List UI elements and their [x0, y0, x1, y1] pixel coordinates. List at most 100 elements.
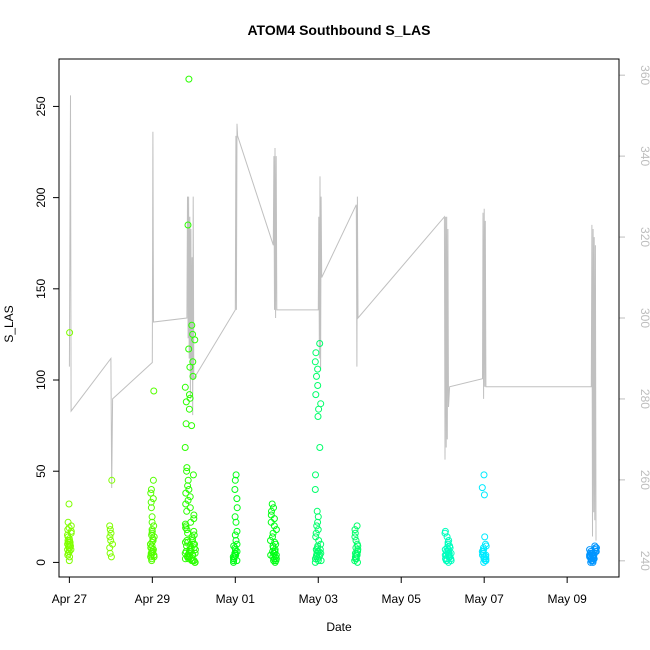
- data-point: [311, 486, 319, 493]
- data-point: [147, 486, 155, 493]
- y2-tick-label: 320: [638, 227, 650, 247]
- series-points-layer: [64, 75, 600, 566]
- data-point: [352, 537, 360, 544]
- data-point: [316, 444, 324, 451]
- data-point: [66, 553, 74, 561]
- data-point: [184, 221, 192, 229]
- data-point: [147, 489, 155, 497]
- data-point: [186, 493, 194, 501]
- data-point: [150, 387, 158, 395]
- y-axis-title: S_LAS: [2, 305, 16, 342]
- data-point: [106, 533, 114, 541]
- data-point: [311, 358, 319, 366]
- data-point: [147, 498, 155, 506]
- data-point: [268, 507, 275, 515]
- y-tick-label: 250: [34, 96, 48, 116]
- y-tick-label: 50: [34, 464, 48, 478]
- data-point: [106, 526, 114, 534]
- data-point: [353, 540, 361, 548]
- data-point: [149, 495, 157, 503]
- data-point: [312, 349, 320, 357]
- data-point: [312, 471, 319, 479]
- data-point: [188, 321, 196, 329]
- data-point: [109, 540, 116, 548]
- data-point: [184, 538, 192, 546]
- x-axis-title: Date: [326, 620, 352, 634]
- data-point: [481, 533, 489, 541]
- data-point: [312, 533, 320, 541]
- data-point: [186, 542, 194, 550]
- data-point: [185, 486, 193, 493]
- data-point: [183, 464, 191, 472]
- data-point: [441, 546, 449, 554]
- x-tick-label: May 09: [547, 592, 587, 606]
- data-point: [352, 544, 360, 552]
- data-point: [186, 363, 194, 371]
- data-point: [182, 398, 190, 406]
- data-point: [267, 537, 274, 544]
- plot-frame: [58, 58, 620, 578]
- data-point: [313, 522, 321, 530]
- y2-tick-label: 260: [638, 470, 650, 490]
- data-point: [445, 537, 453, 544]
- data-point: [64, 518, 72, 526]
- data-point: [190, 531, 198, 539]
- x-tick-label: May 03: [299, 592, 339, 606]
- data-point: [190, 515, 198, 523]
- y-tick-label: 0: [34, 559, 48, 566]
- data-point: [184, 496, 192, 504]
- data-point: [591, 542, 599, 550]
- y-tick-label: 200: [34, 187, 48, 207]
- data-point: [351, 533, 359, 541]
- data-point: [317, 400, 325, 408]
- data-point: [314, 413, 322, 420]
- data-point: [184, 476, 192, 484]
- data-point: [190, 544, 198, 552]
- data-point: [186, 391, 193, 399]
- y2-tick-label: 280: [638, 389, 650, 409]
- secondary-series-line: [68, 95, 597, 541]
- x-tick-label: May 01: [216, 592, 256, 606]
- data-point: [186, 394, 194, 402]
- data-point: [182, 500, 190, 508]
- data-point: [233, 495, 241, 503]
- data-point: [351, 526, 359, 534]
- data-point: [351, 529, 359, 537]
- data-point: [233, 548, 241, 555]
- data-point: [312, 529, 320, 537]
- data-point: [353, 522, 361, 530]
- data-point: [267, 511, 275, 519]
- data-point: [231, 531, 239, 539]
- x-tick-label: Apr 27: [52, 592, 88, 606]
- data-point: [482, 540, 489, 548]
- data-point: [148, 526, 156, 534]
- x-tick-label: May 05: [382, 592, 422, 606]
- data-point: [181, 538, 189, 546]
- data-point: [181, 383, 189, 391]
- data-point: [272, 526, 280, 534]
- data-point: [190, 511, 198, 519]
- data-point: [231, 544, 239, 552]
- data-point: [107, 529, 115, 537]
- data-point: [107, 553, 115, 561]
- data-point: [587, 548, 595, 555]
- data-point: [183, 507, 191, 515]
- data-point: [233, 504, 241, 512]
- chart-title: ATOM4 Southbound S_LAS: [247, 22, 430, 38]
- data-point: [314, 382, 322, 389]
- data-point: [444, 546, 452, 554]
- axes-layer: Apr 27 Apr 29 May 01 May 03 May 05 May 07 May …: [34, 65, 650, 606]
- data-point: [312, 391, 320, 399]
- data-point: [150, 522, 158, 530]
- data-point: [233, 540, 241, 548]
- data-point: [189, 471, 197, 479]
- data-point: [271, 546, 279, 554]
- data-point: [316, 340, 324, 347]
- data-point: [189, 358, 197, 366]
- data-point: [480, 491, 488, 499]
- data-point: [64, 531, 71, 539]
- data-point: [181, 444, 189, 451]
- data-point: [190, 527, 198, 535]
- data-point: [64, 526, 72, 534]
